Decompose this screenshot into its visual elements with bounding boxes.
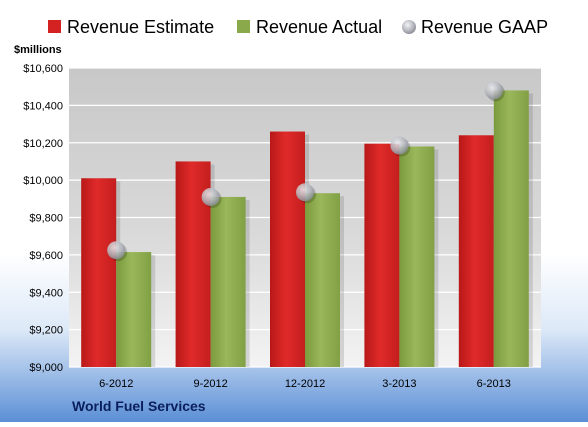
- bar: [305, 193, 340, 367]
- y-tick-label: $9,600: [29, 250, 63, 262]
- legend-label: Revenue GAAP: [421, 17, 548, 37]
- company-name: World Fuel Services: [72, 398, 206, 414]
- bar: [270, 131, 305, 367]
- marker: [484, 81, 503, 100]
- y-tick-label: $9,000: [29, 362, 63, 374]
- gaap-markers: [107, 81, 505, 262]
- marker: [107, 241, 126, 260]
- bar: [81, 178, 117, 367]
- y-tick-label: $10,000: [23, 175, 63, 187]
- legend-swatch: [237, 20, 250, 33]
- y-tick-label: $9,800: [29, 213, 63, 225]
- y-tick-label: $10,400: [23, 100, 63, 112]
- legend-label: Revenue Estimate: [67, 17, 214, 37]
- bar: [399, 146, 435, 367]
- legend-swatch: [402, 20, 416, 34]
- y-tick-label: $9,200: [29, 325, 63, 337]
- marker: [201, 187, 220, 206]
- bars: [81, 90, 533, 368]
- y-tick-label: $10,600: [23, 63, 63, 75]
- y-tick-label: $9,400: [29, 287, 63, 299]
- bar: [493, 90, 529, 368]
- y-axis-label: $millions: [14, 44, 62, 56]
- y-axis-ticks: $9,000 $9,200 $9,400 $9,600 $9,800 $10,000 $10…: [23, 63, 63, 374]
- bar: [458, 135, 494, 367]
- bar: [116, 252, 152, 367]
- x-tick-label: 9-2012: [193, 378, 227, 390]
- x-tick-label: 6-2013: [477, 378, 511, 390]
- x-tick-label: 6-2012: [99, 378, 133, 390]
- x-tick-label: 12-2012: [285, 378, 325, 390]
- bar: [364, 143, 400, 367]
- legend: Revenue Estimate Revenue Actual Revenue GA…: [48, 17, 548, 37]
- y-tick-label: $10,200: [23, 138, 63, 150]
- marker: [296, 183, 314, 202]
- bar: [210, 196, 246, 367]
- legend-swatch: [48, 20, 61, 33]
- x-axis-ticks: 6-2012 9-2012 12-2012 3-2013 6-2013: [99, 378, 511, 390]
- legend-label: Revenue Actual: [256, 17, 382, 37]
- x-tick-label: 3-2013: [382, 378, 416, 390]
- marker: [390, 136, 409, 155]
